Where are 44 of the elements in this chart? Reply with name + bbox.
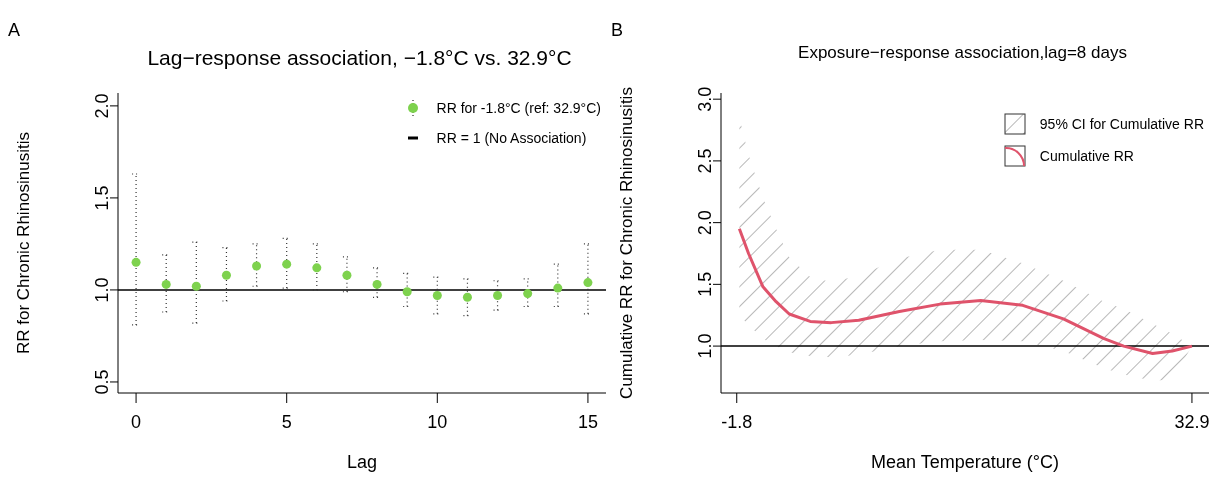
line-series <box>737 227 1194 355</box>
point <box>553 283 563 293</box>
point <box>221 270 231 280</box>
point <box>131 257 141 267</box>
point <box>523 289 533 299</box>
x-tick-label: 15 <box>577 411 598 432</box>
text: B <box>611 20 624 41</box>
y-tick-label: 1.0 <box>695 333 715 359</box>
y-tick-label: 1.5 <box>92 185 112 211</box>
y-tick-label: 0.5 <box>92 369 112 395</box>
x-tick-label: -1.8 <box>721 411 753 432</box>
y-tick-label: 2.0 <box>695 210 715 236</box>
x-tick-label: 0 <box>131 411 142 432</box>
legend-label: RR = 1 (No Association) <box>436 130 587 146</box>
y-axis-title: RR for Chronic Rhinosinusitis <box>14 131 34 355</box>
text: A <box>8 20 21 41</box>
annotation: 95% CI for Cumulative RR <box>1039 116 1204 132</box>
point <box>402 287 412 297</box>
legend-label: RR for -1.8°C (ref: 32.9°C) <box>436 100 601 116</box>
point <box>493 290 503 300</box>
y-tick-label: 1.5 <box>695 271 715 297</box>
point <box>191 281 201 291</box>
point <box>282 259 292 269</box>
point <box>372 279 382 289</box>
point <box>161 279 171 289</box>
point <box>462 292 472 302</box>
y-tick-label: 3.0 <box>695 86 715 112</box>
legend-label: Cumulative RR <box>1039 148 1134 164</box>
point <box>252 261 262 271</box>
y-tick-label: 2.5 <box>695 148 715 174</box>
y-tick-label: 2.0 <box>92 93 112 119</box>
x-tick-label: 5 <box>281 411 292 432</box>
x-tick-label: 32.9 <box>1174 411 1210 432</box>
point <box>432 290 442 300</box>
point <box>312 263 322 273</box>
point <box>342 270 352 280</box>
x-axis-title: Lag <box>346 452 378 472</box>
x-tick-label: 10 <box>427 411 448 432</box>
x-axis-title: Mean Temperature (°C) <box>871 452 1059 472</box>
chart-title: Lag−response association, −1.8°C vs. 32.9°C <box>146 46 573 70</box>
y-axis-title: Cumulative RR for Chronic Rhinosinusitis <box>617 87 637 399</box>
y-tick-label: 1.0 <box>92 277 112 303</box>
chart-title: Exposure−response association,lag=8 days <box>797 43 1128 63</box>
point <box>583 278 593 288</box>
